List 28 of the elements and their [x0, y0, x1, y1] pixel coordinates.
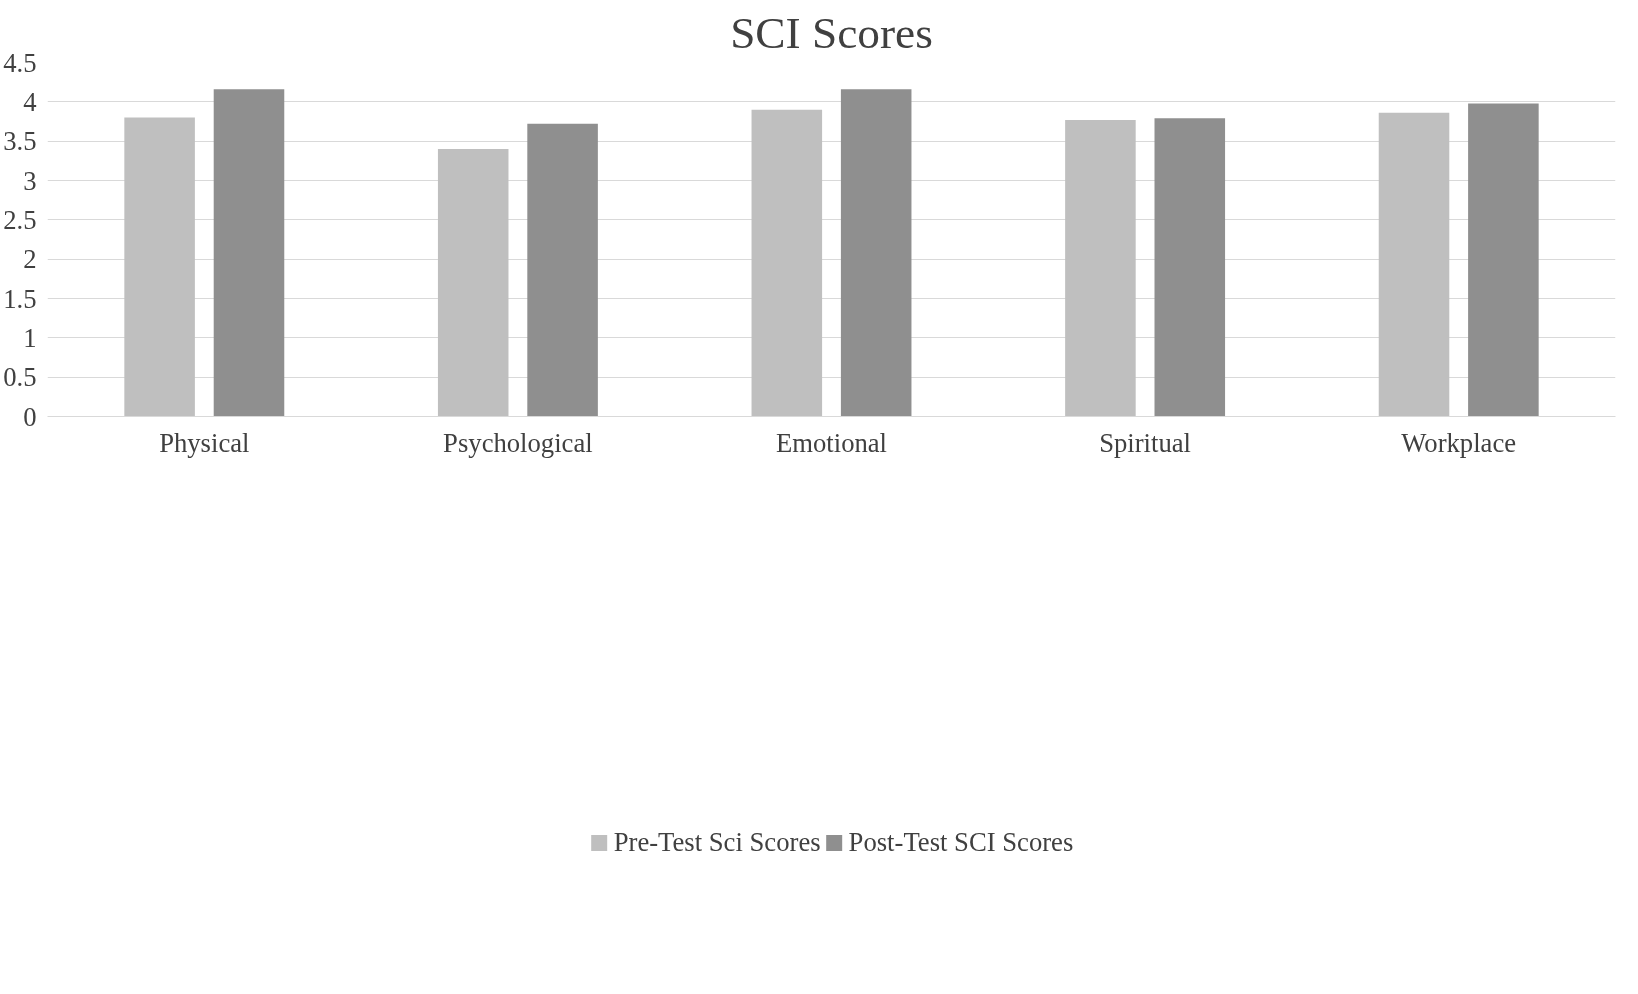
- legend-label: Post-Test SCI Scores: [848, 826, 1074, 858]
- bar: [840, 89, 912, 417]
- x-tick-label: Psychological: [443, 427, 593, 458]
- chart-title: SCI Scores: [730, 7, 933, 58]
- bar: [527, 123, 598, 417]
- x-tick-label: Workplace: [1401, 427, 1517, 458]
- y-tick-label: 1: [23, 322, 37, 353]
- bar: [1468, 103, 1539, 417]
- y-tick-label: 2: [23, 244, 37, 275]
- bar: [437, 149, 509, 417]
- x-tick-label: Emotional: [775, 427, 888, 458]
- y-tick-label: 4: [23, 86, 37, 117]
- bar: [213, 89, 285, 417]
- y-tick-label: 0: [23, 401, 37, 432]
- legend-label: Pre-Test Sci Scores: [613, 826, 821, 858]
- y-tick-label: 4.5: [3, 47, 37, 78]
- bar: [1065, 119, 1136, 417]
- y-tick-label: 3: [23, 165, 37, 196]
- y-tick-label: 3.5: [3, 126, 37, 157]
- y-tick-label: 1.5: [3, 283, 37, 314]
- bar: [124, 117, 195, 417]
- y-tick-label: 0.5: [3, 362, 37, 393]
- bar: [1154, 118, 1226, 417]
- x-tick-label: Physical: [159, 427, 250, 458]
- y-tick-label: 2.5: [3, 204, 37, 235]
- bar: [751, 109, 823, 417]
- x-tick-label: Spiritual: [1099, 427, 1192, 458]
- bar: [1378, 112, 1450, 417]
